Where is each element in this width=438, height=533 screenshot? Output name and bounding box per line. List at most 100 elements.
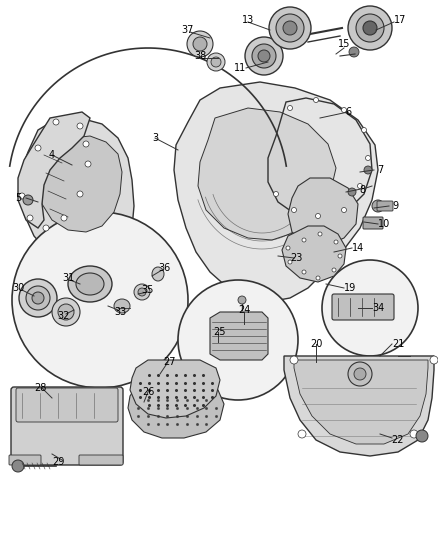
- Ellipse shape: [363, 21, 377, 35]
- Text: 30: 30: [12, 283, 24, 293]
- Polygon shape: [128, 382, 224, 438]
- Text: 5: 5: [15, 193, 21, 203]
- Circle shape: [430, 356, 438, 364]
- Circle shape: [314, 98, 318, 102]
- Ellipse shape: [26, 286, 50, 310]
- Ellipse shape: [76, 273, 104, 295]
- Text: 7: 7: [377, 165, 383, 175]
- Circle shape: [12, 212, 188, 388]
- Circle shape: [238, 296, 246, 304]
- Ellipse shape: [258, 50, 270, 62]
- Polygon shape: [294, 360, 428, 444]
- Circle shape: [365, 156, 371, 160]
- Circle shape: [12, 460, 24, 472]
- Ellipse shape: [58, 304, 74, 320]
- Text: 25: 25: [214, 327, 226, 337]
- Circle shape: [354, 368, 366, 380]
- Circle shape: [332, 268, 336, 272]
- FancyBboxPatch shape: [79, 455, 123, 465]
- Circle shape: [53, 119, 59, 125]
- Circle shape: [290, 356, 298, 364]
- FancyBboxPatch shape: [11, 387, 123, 465]
- Ellipse shape: [283, 21, 297, 35]
- Circle shape: [19, 193, 25, 199]
- Circle shape: [349, 47, 359, 57]
- Ellipse shape: [152, 267, 164, 281]
- Text: 31: 31: [62, 273, 74, 283]
- Circle shape: [342, 108, 346, 112]
- Text: 33: 33: [114, 307, 126, 317]
- Ellipse shape: [348, 6, 392, 50]
- Circle shape: [134, 284, 150, 300]
- Circle shape: [43, 225, 49, 231]
- Text: 8: 8: [359, 185, 365, 195]
- Circle shape: [287, 106, 293, 110]
- Text: 17: 17: [394, 15, 406, 25]
- Polygon shape: [40, 136, 122, 232]
- Ellipse shape: [207, 53, 225, 71]
- Ellipse shape: [276, 14, 304, 42]
- Ellipse shape: [252, 44, 276, 68]
- Circle shape: [77, 191, 83, 197]
- Circle shape: [318, 232, 322, 236]
- Text: 32: 32: [58, 311, 70, 321]
- Circle shape: [286, 246, 290, 250]
- Text: 10: 10: [378, 219, 390, 229]
- Text: 4: 4: [49, 150, 55, 160]
- Polygon shape: [174, 82, 378, 302]
- FancyBboxPatch shape: [9, 455, 41, 465]
- Text: 23: 23: [290, 253, 302, 263]
- Polygon shape: [18, 112, 90, 228]
- FancyBboxPatch shape: [332, 294, 394, 320]
- Text: 26: 26: [142, 387, 154, 397]
- Circle shape: [292, 207, 297, 213]
- Text: 15: 15: [338, 39, 350, 49]
- Circle shape: [273, 191, 279, 197]
- Circle shape: [61, 215, 67, 221]
- Text: 37: 37: [182, 25, 194, 35]
- Polygon shape: [20, 118, 134, 264]
- Text: 21: 21: [392, 339, 404, 349]
- Circle shape: [27, 215, 33, 221]
- Ellipse shape: [52, 298, 80, 326]
- Text: 13: 13: [242, 15, 254, 25]
- Ellipse shape: [68, 266, 112, 302]
- Circle shape: [315, 214, 321, 219]
- Circle shape: [316, 276, 320, 280]
- Circle shape: [410, 430, 418, 438]
- Text: 28: 28: [34, 383, 46, 393]
- FancyBboxPatch shape: [363, 217, 383, 229]
- Circle shape: [288, 260, 292, 264]
- Circle shape: [357, 183, 363, 189]
- Circle shape: [416, 430, 428, 442]
- Circle shape: [348, 362, 372, 386]
- Circle shape: [138, 288, 146, 296]
- Text: 20: 20: [310, 339, 322, 349]
- Circle shape: [23, 195, 33, 205]
- Polygon shape: [284, 356, 434, 456]
- Circle shape: [83, 141, 89, 147]
- Circle shape: [372, 200, 384, 212]
- Text: 9: 9: [392, 201, 398, 211]
- Ellipse shape: [19, 279, 57, 317]
- Text: 35: 35: [142, 285, 154, 295]
- Text: 36: 36: [158, 263, 170, 273]
- Circle shape: [338, 254, 342, 258]
- Text: 34: 34: [372, 303, 384, 313]
- Text: 22: 22: [392, 435, 404, 445]
- Circle shape: [342, 207, 346, 213]
- Polygon shape: [210, 312, 268, 360]
- Text: 14: 14: [352, 243, 364, 253]
- FancyBboxPatch shape: [377, 201, 393, 211]
- Ellipse shape: [269, 7, 311, 49]
- Ellipse shape: [32, 292, 44, 304]
- Circle shape: [85, 161, 91, 167]
- Ellipse shape: [114, 299, 130, 313]
- Text: 29: 29: [52, 457, 64, 467]
- Text: 3: 3: [152, 133, 158, 143]
- Text: 38: 38: [194, 51, 206, 61]
- Circle shape: [178, 280, 298, 400]
- Circle shape: [77, 123, 83, 129]
- Circle shape: [302, 270, 306, 274]
- Polygon shape: [130, 360, 220, 418]
